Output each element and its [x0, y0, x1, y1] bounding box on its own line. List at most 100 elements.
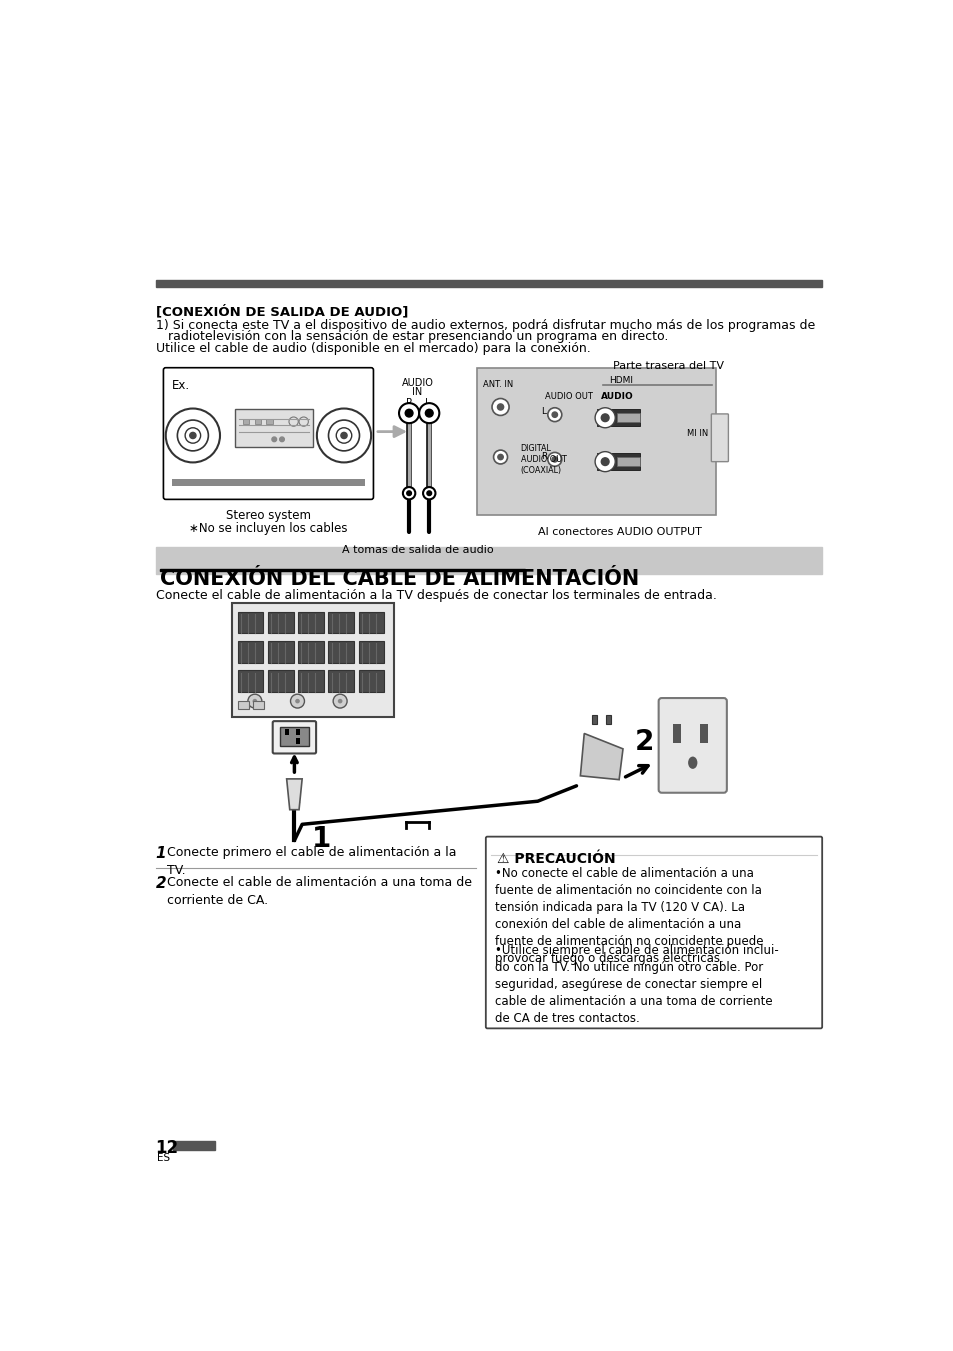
Bar [232, 603, 394, 716]
Circle shape [552, 457, 557, 462]
Polygon shape [579, 734, 622, 780]
Bar [155, 280, 821, 286]
FancyBboxPatch shape [273, 721, 315, 754]
Bar [617, 457, 639, 466]
Bar [254, 419, 261, 424]
Text: AUDIO OUT: AUDIO OUT [545, 392, 593, 401]
Bar [159, 569, 525, 571]
Bar [298, 642, 323, 662]
Text: 1) Si conecta este TV a el dispositivo de audio externos, podrá disfrutar mucho : 1) Si conecta este TV a el dispositivo d… [155, 319, 814, 332]
Text: 2: 2 [634, 728, 654, 757]
Circle shape [406, 490, 411, 496]
Circle shape [333, 694, 347, 708]
Bar [295, 728, 299, 735]
Text: Stereo system: Stereo system [226, 509, 311, 523]
Circle shape [340, 432, 347, 439]
Circle shape [398, 403, 418, 423]
Circle shape [547, 453, 561, 466]
FancyBboxPatch shape [711, 413, 728, 462]
Text: CONEXIÓN DEL CABLE DE ALIMENTACIÓN: CONEXIÓN DEL CABLE DE ALIMENTACIÓN [159, 570, 639, 589]
Bar [298, 670, 323, 692]
Bar [358, 670, 384, 692]
Text: 2: 2 [155, 875, 166, 890]
Text: 12: 12 [155, 1139, 178, 1158]
Bar [172, 480, 365, 485]
Bar [237, 642, 263, 662]
Bar [605, 715, 610, 724]
Text: L: L [425, 397, 431, 408]
Bar [358, 612, 384, 634]
Circle shape [497, 404, 503, 411]
Text: Parte trasera del TV: Parte trasera del TV [612, 361, 723, 370]
Bar [298, 612, 323, 634]
Text: radiotelevisión con la sensación de estar presenciando un programa en directo.: radiotelevisión con la sensación de esta… [155, 330, 667, 343]
Text: Conecte primero el cable de alimentación a la
TV.: Conecte primero el cable de alimentación… [167, 846, 456, 877]
Bar [358, 642, 384, 662]
Text: Conecte el cable de alimentación a una toma de
corriente de CA.: Conecte el cable de alimentación a una t… [167, 875, 471, 907]
Text: 1: 1 [311, 825, 331, 852]
Circle shape [492, 399, 509, 416]
Circle shape [190, 432, 195, 439]
Bar [597, 453, 639, 470]
Text: A tomas de salida de audio: A tomas de salida de audio [341, 544, 493, 555]
Text: Utilice el cable de audio (disponible en el mercado) para la conexión.: Utilice el cable de audio (disponible en… [155, 342, 590, 355]
Circle shape [552, 412, 557, 417]
Text: Ex.: Ex. [172, 380, 190, 392]
Circle shape [600, 413, 608, 422]
Text: ⚠ PRECAUCIÓN: ⚠ PRECAUCIÓN [497, 852, 615, 866]
Bar [243, 419, 249, 424]
Text: DIGITAL
AUDIO OUT
(COAXIAL): DIGITAL AUDIO OUT (COAXIAL) [520, 444, 566, 476]
Bar [700, 724, 707, 743]
Bar [328, 612, 354, 634]
Bar [279, 727, 309, 746]
Bar [476, 369, 716, 515]
Ellipse shape [687, 757, 697, 769]
Circle shape [427, 490, 431, 496]
Circle shape [418, 403, 439, 423]
Bar [237, 701, 249, 709]
Circle shape [294, 698, 299, 704]
Circle shape [337, 698, 342, 704]
Text: IN: IN [412, 386, 422, 397]
Bar [235, 408, 313, 447]
Text: Conecte el cable de alimentación a la TV después de conectar los terminales de e: Conecte el cable de alimentación a la TV… [155, 589, 716, 603]
Circle shape [253, 698, 257, 704]
Bar [328, 670, 354, 692]
Text: AUDIO: AUDIO [401, 378, 433, 388]
Bar [237, 612, 263, 634]
Text: ES: ES [157, 1154, 171, 1163]
Bar [328, 642, 354, 662]
Bar [295, 738, 299, 744]
Bar [253, 701, 264, 709]
Text: R: R [406, 397, 413, 408]
Circle shape [595, 451, 615, 471]
Circle shape [272, 436, 276, 442]
Circle shape [600, 458, 608, 466]
Circle shape [248, 694, 261, 708]
FancyBboxPatch shape [485, 836, 821, 1028]
Bar [285, 728, 289, 735]
Circle shape [497, 454, 503, 459]
FancyBboxPatch shape [163, 367, 373, 500]
Circle shape [425, 409, 433, 417]
Circle shape [402, 488, 415, 500]
Circle shape [493, 450, 507, 463]
Circle shape [422, 488, 435, 500]
Text: ∗No se incluyen los cables: ∗No se incluyen los cables [189, 521, 347, 535]
Bar [172, 1140, 215, 1150]
Bar [268, 670, 294, 692]
Text: L: L [540, 407, 545, 416]
Circle shape [595, 408, 615, 428]
Bar [597, 409, 639, 426]
Text: 1: 1 [155, 846, 166, 861]
FancyBboxPatch shape [658, 698, 726, 793]
Text: HDMI: HDMI [608, 376, 633, 385]
Text: R: R [540, 451, 546, 461]
Circle shape [279, 436, 284, 442]
Text: AUDIO: AUDIO [600, 392, 634, 401]
Bar [617, 413, 639, 423]
Text: [CONEXIÓN DE SALIDA DE AUDIO]: [CONEXIÓN DE SALIDA DE AUDIO] [155, 304, 408, 317]
Bar [237, 670, 263, 692]
Text: Al conectores AUDIO OUTPUT: Al conectores AUDIO OUTPUT [537, 527, 701, 538]
Circle shape [291, 694, 304, 708]
